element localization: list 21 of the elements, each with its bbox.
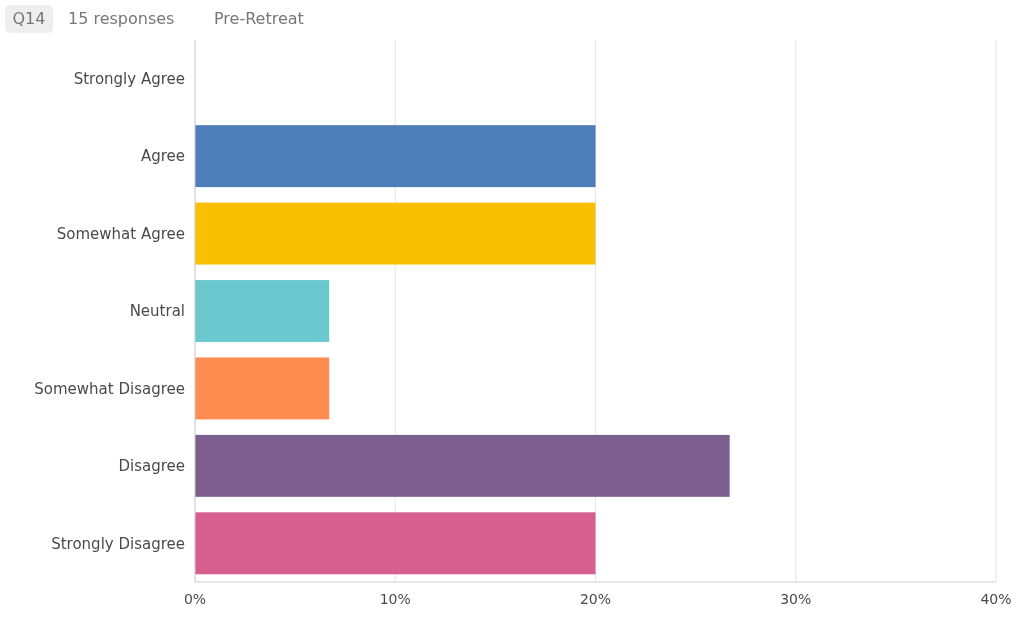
- text: Pre-Retreat: [214, 9, 304, 28]
- y-tick-label: Disagree: [118, 457, 185, 476]
- y-tick-label: Somewhat Disagree: [34, 379, 185, 398]
- chart-subtitle: 15 responses: [68, 9, 175, 28]
- bar: [195, 512, 596, 575]
- y-tick-label: Somewhat Agree: [56, 224, 185, 243]
- bar: [195, 357, 330, 420]
- bar: [195, 125, 596, 188]
- y-tick-label: Neutral: [129, 302, 185, 321]
- text: Q14: [12, 9, 46, 28]
- bar: [195, 202, 596, 265]
- bar: [195, 434, 730, 497]
- bar: [195, 280, 330, 342]
- x-tick-label: 30%: [780, 591, 812, 607]
- x-tick-label: 0%: [183, 591, 207, 607]
- y-tick-label: Strongly Disagree: [51, 534, 185, 553]
- x-tick-label: 10%: [379, 591, 411, 607]
- y-tick-label: Strongly Agree: [73, 69, 185, 88]
- x-tick-label: 40%: [980, 591, 1012, 607]
- y-tick-label: Agree: [140, 147, 185, 166]
- x-tick-label: 20%: [579, 591, 612, 607]
